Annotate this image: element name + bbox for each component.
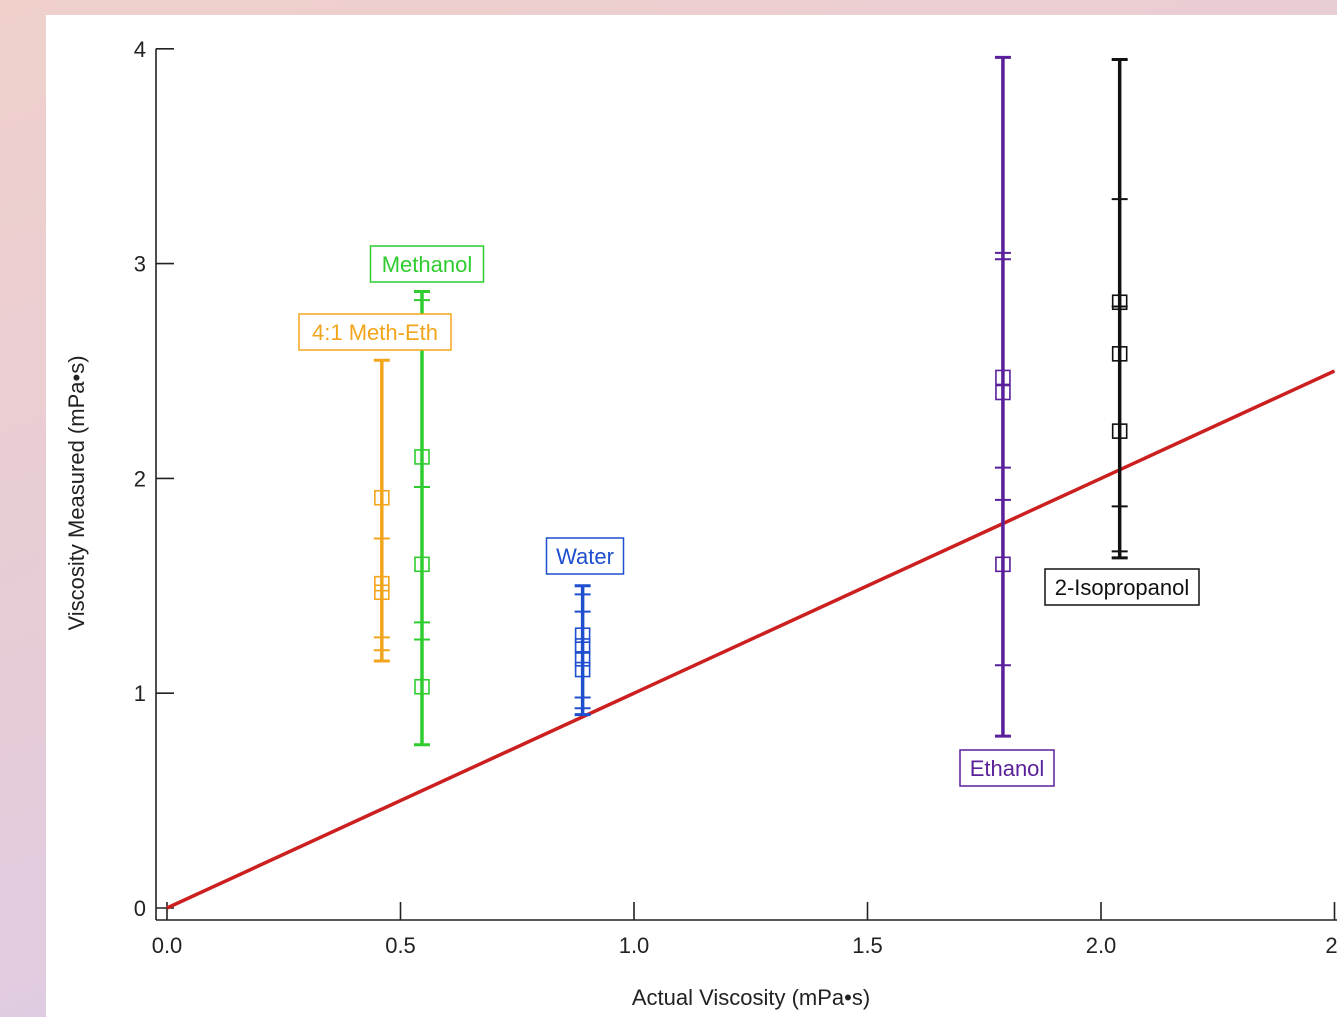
- data-point: [414, 449, 430, 465]
- x-axis-title: Actual Viscosity (mPa•s): [632, 985, 870, 1010]
- data-point: [1111, 294, 1128, 311]
- y-axis-title: Viscosity Measured (mPa•s): [64, 355, 89, 630]
- label-2-isopropanol: 2-Isopropanol: [1044, 568, 1200, 606]
- data-point: [574, 638, 591, 654]
- x-tick-label: 2.0: [1086, 933, 1117, 958]
- y-tick-label: 1: [134, 681, 146, 706]
- x-tick-label: 2.: [1325, 933, 1337, 958]
- y-tick-label: 0: [134, 896, 146, 921]
- y-tick-label: 3: [134, 252, 146, 277]
- series-methanol: [413, 290, 430, 747]
- x-tick-label: 1.5: [852, 933, 883, 958]
- series-2-isopropanol: [1111, 58, 1128, 560]
- axes: 0 1 2 3 4 0.0 0.5 1.0 1.5 2.0 2.: [134, 37, 1337, 958]
- data-point: [414, 678, 430, 695]
- data-point: [995, 384, 1011, 401]
- label-text: 4:1 Meth-Eth: [312, 320, 438, 345]
- label-4-1-meth-eth: 4:1 Meth-Eth: [298, 313, 452, 351]
- label-text: Water: [556, 544, 614, 569]
- x-tick-label: 1.0: [619, 933, 650, 958]
- label-box: [545, 537, 625, 575]
- data-point: [1111, 423, 1128, 439]
- data-point: [374, 575, 390, 592]
- data-point: [574, 627, 591, 644]
- series-4-1-meth-eth: [373, 358, 390, 663]
- x-tick-label: 0.0: [152, 933, 183, 958]
- label-text: 2-Isopropanol: [1055, 575, 1190, 600]
- data-point: [414, 556, 430, 573]
- label-water: Water: [545, 537, 625, 575]
- data-point: [574, 661, 591, 678]
- data-point: [374, 489, 390, 506]
- label-methanol: Methanol: [369, 245, 485, 283]
- y-tick-label: 2: [134, 466, 146, 491]
- label-text: Methanol: [382, 252, 473, 277]
- data-point: [995, 556, 1011, 573]
- label-box: [1044, 568, 1200, 606]
- y-tick-label: 4: [134, 37, 146, 62]
- data-point: [1111, 346, 1128, 362]
- data-point: [995, 369, 1011, 386]
- label-box: [959, 749, 1055, 787]
- label-box: [298, 313, 452, 351]
- reference-line: [166, 369, 1336, 910]
- viscosity-chart: 0 1 2 3 4 0.0 0.5 1.0 1.5 2.0 2. 4:1 Meth-Eth Metha…: [64, 37, 1337, 1010]
- data-point: [574, 651, 591, 667]
- label-ethanol: Ethanol: [959, 749, 1055, 787]
- label-box: [369, 245, 485, 283]
- label-text: Ethanol: [970, 756, 1045, 781]
- series-layer: [373, 55, 1128, 747]
- plot-panel: 0 1 2 3 4 0.0 0.5 1.0 1.5 2.0 2. 4:1 Meth-Eth Metha…: [46, 15, 1337, 1017]
- x-tick-label: 0.5: [385, 933, 416, 958]
- series-ethanol: [994, 55, 1011, 738]
- data-point: [374, 584, 390, 601]
- annotation-layer: 4:1 Meth-Eth Methanol Water Ethanol 2-Isopro…: [298, 245, 1200, 787]
- reference-line-layer: [166, 369, 1336, 910]
- series-water: [574, 584, 591, 717]
